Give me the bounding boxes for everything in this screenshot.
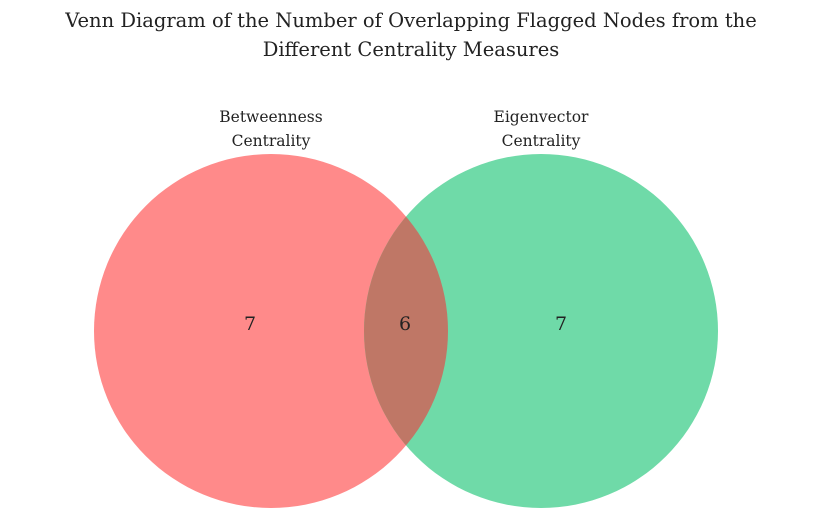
eigenvector-centrality-label: Eigenvector Centrality	[493, 108, 589, 150]
diagram-title: Venn Diagram of the Number of Overlappin…	[0, 6, 822, 64]
betweenness-only-count: 7	[243, 313, 257, 335]
eigenvector-only-count: 7	[554, 313, 568, 335]
overlap-count: 6	[398, 313, 412, 335]
eigenvector-circle	[364, 154, 718, 508]
diagram-title-line-2: Different Centrality Measures	[262, 38, 560, 61]
betweenness-centrality-label: Betweenness Centrality	[219, 108, 323, 150]
betweenness-circle	[94, 154, 448, 508]
diagram-title-line-1: Venn Diagram of the Number of Overlappin…	[65, 9, 757, 32]
